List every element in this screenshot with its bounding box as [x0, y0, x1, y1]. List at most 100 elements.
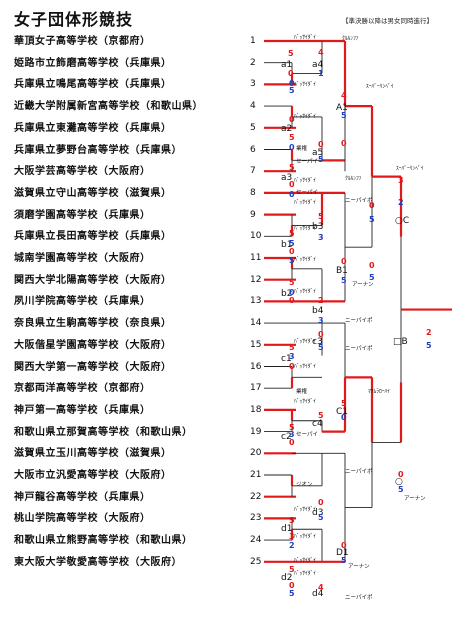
- score-blue: 3: [289, 352, 295, 361]
- match-label: c3: [312, 337, 323, 347]
- match-label: a5: [312, 148, 323, 158]
- score-red: 5: [289, 278, 295, 287]
- team-name: 和歌山県立那賀高等学校（和歌山県）: [14, 426, 193, 438]
- technique-label: ﾊﾞｯｻｲﾀﾞｲ: [294, 113, 316, 120]
- score-red: 3: [289, 532, 295, 541]
- team-name: 大阪学芸高等学校（大阪府）: [14, 166, 151, 178]
- score-blue: 3: [318, 233, 324, 242]
- technique-label: ﾊﾞｯｻｲﾀﾞｲ: [294, 506, 316, 513]
- match-label: ○: [395, 477, 403, 487]
- score-red: 0: [341, 541, 347, 550]
- score-blue: 5: [369, 215, 375, 224]
- team-name: 近畿大学附属新宮高等学校（和歌山県）: [14, 101, 203, 113]
- team-seed: 5: [250, 122, 256, 133]
- team-seed: 6: [250, 144, 256, 155]
- score-blue: 2: [289, 541, 295, 550]
- score-blue: 0: [289, 143, 295, 152]
- match-label: c4: [312, 419, 323, 429]
- match-label: a1: [281, 60, 292, 70]
- score-red: 4: [318, 583, 324, 592]
- match-label: □B: [393, 337, 408, 347]
- team-name: 和歌山県立熊野高等学校（和歌山県）: [14, 535, 193, 547]
- team-name: 関西大学第一高等学校（大阪府）: [14, 361, 172, 373]
- score-blue: 5: [289, 256, 295, 265]
- team-seed: 16: [250, 361, 262, 372]
- team-name: 兵庫県立長田高等学校（兵庫県）: [14, 231, 172, 243]
- technique-label: ﾊﾞｯｻｲﾀﾞｲ: [294, 338, 316, 345]
- score-red: 5: [289, 343, 295, 352]
- technique-label: アーナン: [352, 281, 374, 288]
- technique-label: ニーパイポ: [345, 197, 373, 204]
- score-red: 2: [426, 328, 432, 337]
- score-red: 5: [318, 212, 324, 221]
- technique-label: ジオン: [296, 481, 313, 488]
- team-seed: 11: [250, 253, 262, 263]
- technique-label: ﾊﾞｯｻｲﾀﾞｲ: [294, 256, 316, 263]
- team-seed: 7: [250, 166, 256, 177]
- score-red: 0: [398, 470, 404, 479]
- match-label: C1: [336, 407, 348, 417]
- technique-label: ﾏﾂﾑﾗﾛｰﾊｲ: [368, 388, 390, 395]
- score-blue: 5: [318, 155, 324, 164]
- team-seed: 3: [250, 79, 256, 90]
- match-label: B1: [336, 266, 348, 276]
- team-name: 神戸第一高等学校（兵庫県）: [14, 404, 151, 416]
- score-red: 5: [289, 516, 295, 525]
- score-red: 5: [289, 133, 295, 142]
- technique-label: ニーパイポ: [345, 317, 373, 324]
- technique-label: ｸﾙﾙﾝﾌｧ: [345, 175, 362, 182]
- score-blue: 2: [398, 198, 404, 207]
- technique-label: ｽｰﾊﾟｰﾘﾝﾍﾟｲ: [366, 83, 394, 90]
- team-seed: 25: [250, 556, 262, 567]
- technique-label: アーナン: [348, 563, 370, 570]
- match-label: b3: [312, 222, 323, 232]
- team-seed: 2: [250, 57, 256, 68]
- match-label: b2: [281, 289, 292, 299]
- score-red: 0: [289, 247, 295, 256]
- match-label: D1: [336, 548, 349, 558]
- score-red: 0: [289, 296, 295, 305]
- score-red: 0: [289, 362, 295, 371]
- team-seed: 15: [250, 339, 262, 350]
- score-red: 5: [289, 229, 295, 238]
- match-label: c2: [281, 432, 292, 442]
- score-red: 0: [289, 180, 295, 189]
- technique-label: ﾊﾞｯｻｲﾀﾞｲ: [294, 34, 316, 41]
- technique-label: ニーパイポ: [345, 345, 373, 352]
- score-blue: 5: [289, 239, 295, 248]
- team-seed: 14: [250, 318, 262, 329]
- team-seed: 24: [250, 535, 262, 546]
- team-name: 兵庫県立鳴尾高等学校（兵庫県）: [14, 79, 172, 91]
- team-seed: 13: [250, 296, 262, 307]
- team-seed: 1: [250, 36, 256, 46]
- score-red: 0: [369, 201, 375, 210]
- team-name: 奈良県立生駒高等学校（奈良県）: [14, 318, 172, 330]
- technique-label: セーパイ: [296, 158, 318, 165]
- score-red: 5: [341, 399, 347, 408]
- score-red: 0: [369, 261, 375, 270]
- team-seed: 21: [250, 470, 262, 480]
- score-red: 5: [289, 565, 295, 574]
- team-name: 大阪市立汎愛高等学校（大阪府）: [14, 470, 172, 481]
- match-label: a3: [281, 173, 292, 183]
- team-seed: 10: [250, 231, 262, 242]
- score-blue: 5: [341, 276, 347, 285]
- technique-label: ﾊﾞｯｻｲﾀﾞｲ: [294, 177, 316, 184]
- match-label: c1: [281, 354, 292, 364]
- team-seed: 20: [250, 448, 262, 459]
- technique-label: ﾊﾞｯｻｲﾀﾞｲ: [294, 533, 316, 540]
- team-seed: 4: [250, 101, 256, 112]
- score-red: 0: [341, 139, 347, 148]
- team-name: 関西大学北陽高等学校（大阪府）: [14, 274, 172, 286]
- match-label: A1: [336, 103, 348, 113]
- score-blue: 3: [289, 430, 295, 439]
- rule-note: 【準決勝以降は男女同時進行】: [342, 17, 433, 25]
- team-name: 東大阪大学敬愛高等学校（大阪府）: [14, 556, 182, 568]
- score-blue: 5: [318, 343, 324, 352]
- score-blue: 5: [341, 111, 347, 120]
- team-name: 滋賀県立玉川高等学校（滋賀県）: [14, 448, 172, 460]
- match-label: b1: [281, 240, 292, 250]
- team-name: 桃山学院高等学校（大阪府）: [14, 513, 151, 525]
- score-blue: 5: [398, 485, 404, 494]
